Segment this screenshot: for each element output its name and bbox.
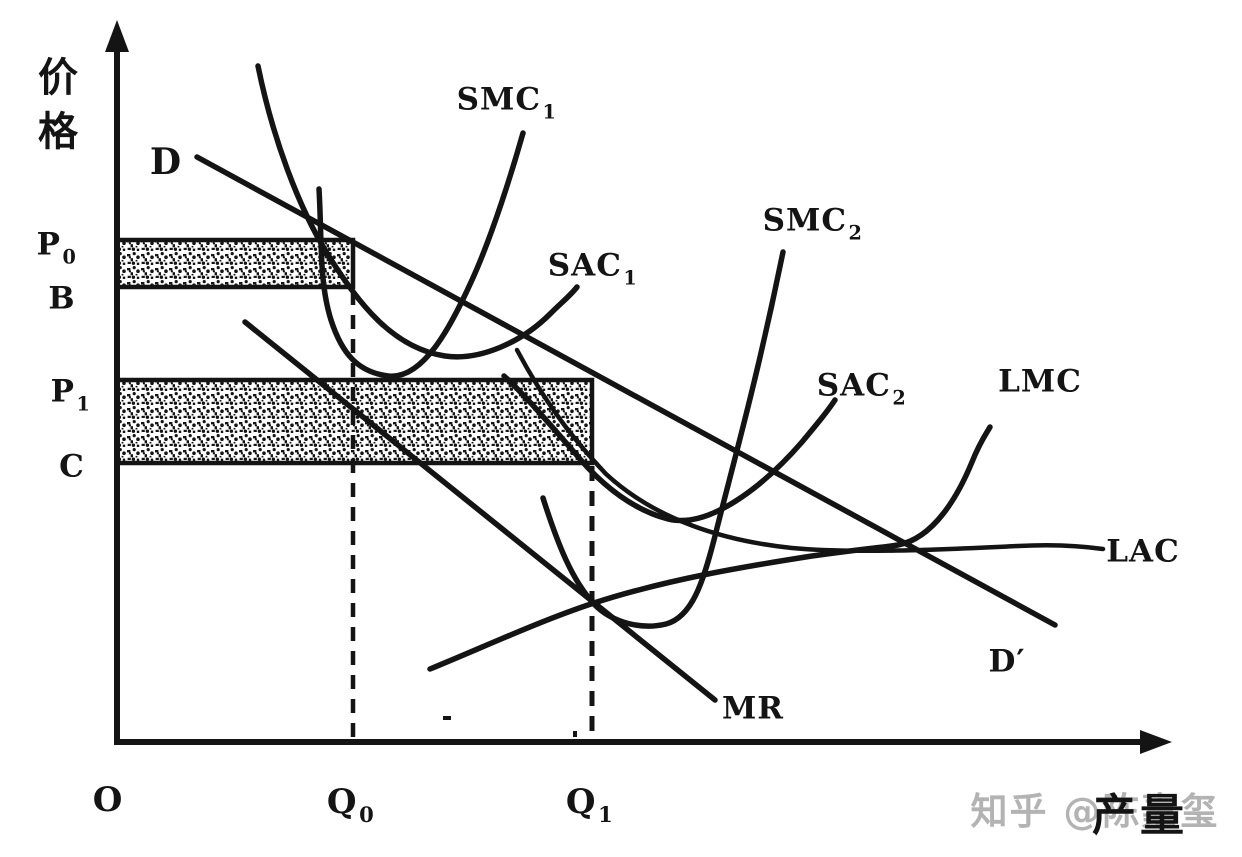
origin-label: O [92, 780, 124, 820]
curve-label-lac: LAC [1106, 533, 1180, 570]
curve-label-smc1: SMC1 [456, 81, 557, 124]
curve-sac2 [501, 373, 838, 524]
curve-lac [514, 347, 1106, 554]
x-axis-arrow-icon [1140, 730, 1172, 754]
price-label-c: C [59, 448, 85, 485]
curve-smc2 [540, 249, 786, 629]
y-axis [105, 20, 129, 745]
price-label-b: B [48, 280, 76, 317]
scan-speck [573, 731, 577, 737]
profit-rectangle-1 [114, 237, 356, 290]
curve-demand-dd [194, 154, 1058, 628]
curve-label-mr: MR [721, 690, 785, 727]
y-axis-arrow-icon [105, 20, 129, 52]
watermark: 知乎 @陈嘉玺 [970, 790, 1220, 833]
curve-lmc [427, 424, 993, 672]
curve-sac1 [255, 63, 580, 360]
x-axis [114, 730, 1172, 754]
curve-label-lmc: LMC [998, 363, 1082, 400]
y-axis-title: 价格 [31, 56, 78, 164]
curve-label-d-prime: D′ [988, 643, 1026, 680]
x-axis-title: 产量 [1092, 790, 1188, 841]
curve-mr [242, 319, 718, 703]
curve-label-d: D [149, 141, 183, 183]
curve-label-smc2: SMC2 [762, 202, 863, 245]
curve-smc1 [316, 130, 526, 379]
price-label-p1: P1 [50, 373, 91, 416]
tick-label-q0: Q0 [326, 782, 375, 828]
curve-label-sac1: SAC1 [547, 247, 638, 290]
price-label-p0: P0 [36, 226, 77, 269]
curve-label-sac2: SAC2 [816, 367, 907, 410]
tick-label-q1: Q1 [565, 782, 614, 828]
scan-speck [443, 716, 451, 720]
